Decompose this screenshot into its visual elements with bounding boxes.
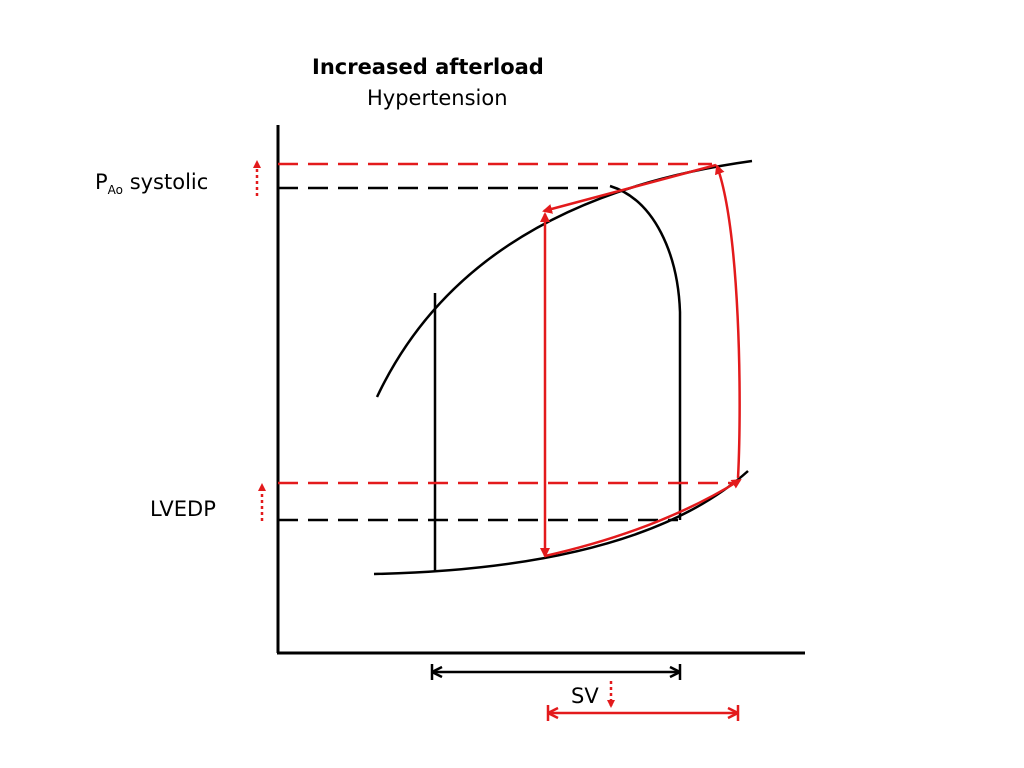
espvr-curve: [375, 159, 753, 398]
diagram-subtitle: Hypertension: [367, 86, 508, 110]
increased-sv-left-arrowhead: [547, 706, 559, 720]
pao-main: P: [95, 170, 108, 194]
baseline-sv-right-arrowhead: [669, 665, 681, 679]
pao-systolic-label: PAo systolic: [95, 170, 208, 197]
red-end-systole-segment: [542, 163, 717, 214]
increased-sv-right-arrowhead: [727, 706, 739, 720]
baseline-ejection-phase: [609, 184, 682, 520]
red-ejection-segment: [714, 164, 741, 479]
pao-rest: systolic: [123, 170, 209, 194]
red-filling-segment: [544, 478, 742, 558]
edpvr-curve: [373, 470, 749, 576]
lvedp-label: LVEDP: [150, 497, 216, 521]
pao-sub: Ao: [107, 183, 124, 198]
diagram-title: Increased afterload: [312, 55, 544, 79]
baseline-sv-left-arrowhead: [431, 665, 443, 679]
sv-label: SV: [571, 684, 599, 708]
